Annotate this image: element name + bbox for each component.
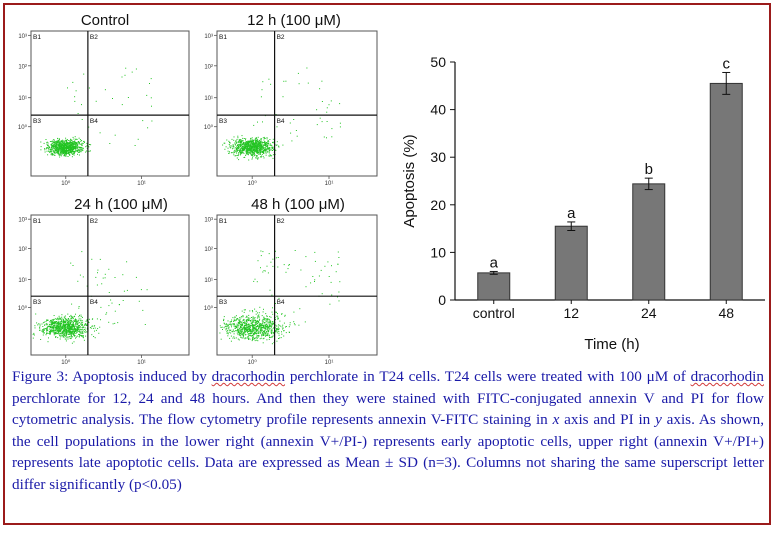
flow-y-tick-label: 10¹ xyxy=(18,278,27,284)
flow-x-tick-label: 10⁰ xyxy=(61,180,71,187)
flow-y-tick-label: 10⁰ xyxy=(204,124,214,131)
flow-y-tick-label: 10⁰ xyxy=(204,305,214,312)
flow-y-tick-label: 10³ xyxy=(204,218,213,224)
flow-y-tick-label: 10³ xyxy=(204,34,213,40)
bar-24 xyxy=(632,183,666,301)
quadrant-label-b1: B1 xyxy=(33,218,41,225)
flow-y-tick-label: 10⁰ xyxy=(18,124,28,131)
flow-dots xyxy=(40,67,153,158)
flow-y-tick-label: 10¹ xyxy=(204,278,213,284)
flow-dots xyxy=(219,250,341,345)
flow-x-tick-label: 10¹ xyxy=(137,360,146,366)
caption-x: x xyxy=(552,411,560,428)
significance-letter-control: a xyxy=(490,254,499,271)
quadrant-label-b4: B4 xyxy=(277,299,285,306)
quadrant-label-b1: B1 xyxy=(219,34,227,41)
quadrant-label-b3: B3 xyxy=(33,299,41,306)
flow-y-tick-label: 10² xyxy=(204,64,213,70)
flow-y-tick-label: 10³ xyxy=(18,218,27,224)
caption-y: y xyxy=(655,411,662,428)
significance-letter-12: a xyxy=(567,205,576,222)
y-tick-label: 50 xyxy=(430,54,446,70)
y-tick-label: 20 xyxy=(430,197,446,213)
y-tick-label: 30 xyxy=(430,149,446,165)
bar-12 xyxy=(554,225,588,301)
quadrant-label-b3: B3 xyxy=(219,299,227,306)
flow-plot-area xyxy=(30,214,190,356)
x-tick-label-12: 12 xyxy=(563,305,579,321)
flow-x-tick-label: 10⁰ xyxy=(248,359,258,366)
caption-part: axis. As shown, the cell populations in … xyxy=(12,411,765,493)
flow-panel-1: 10³ 10² 10¹ 10⁰ 10⁰ 10¹ B1 B2 B3 B4 xyxy=(204,30,378,187)
caption-part: Figure 3: Apoptosis induced by xyxy=(12,368,212,385)
quadrant-label-b2: B2 xyxy=(90,34,98,41)
flow-y-tick-label: 10² xyxy=(18,247,27,253)
y-tick-label: 0 xyxy=(438,292,446,308)
quadrant-label-b2: B2 xyxy=(277,34,285,41)
flow-dots xyxy=(222,67,341,161)
panel-title-24h: 24 h (100 μM) xyxy=(74,196,168,213)
x-tick-label-48: 48 xyxy=(718,305,734,321)
flow-panel-2: 10³ 10² 10¹ 10⁰ 10⁰ 10¹ B1 B2 B3 B4 xyxy=(18,214,190,366)
flow-x-tick-label: 10¹ xyxy=(325,181,334,187)
panel-title-48h: 48 h (100 μM) xyxy=(251,196,345,213)
caption-part: axis and PI in xyxy=(559,411,656,428)
panel-title-control: Control xyxy=(80,12,130,29)
figure-caption: Figure 3: Apoptosis induced by dracorhod… xyxy=(12,366,764,495)
x-tick-label-24: 24 xyxy=(641,305,657,321)
flow-plot-area xyxy=(216,30,378,177)
flow-panel-3: 10³ 10² 10¹ 10⁰ 10⁰ 10¹ B1 B2 B3 B4 xyxy=(204,214,378,366)
quadrant-label-b4: B4 xyxy=(277,118,285,125)
caption-part: perchlorate for 12, 24 and 48 hours. And… xyxy=(12,389,764,429)
flow-y-tick-label: 10⁰ xyxy=(18,305,28,312)
quadrant-label-b2: B2 xyxy=(90,218,98,225)
x-tick-label-control: control xyxy=(473,305,515,321)
flow-plot-area xyxy=(216,214,378,356)
y-tick-label: 40 xyxy=(430,102,446,118)
y-tick-label: 10 xyxy=(430,244,446,260)
panel-title-12h: 12 h (100 μM) xyxy=(247,12,341,29)
flow-x-tick-label: 10⁰ xyxy=(61,359,71,366)
caption-compound: dracorhodin xyxy=(211,368,286,385)
quadrant-label-b4: B4 xyxy=(90,299,98,306)
quadrant-label-b1: B1 xyxy=(219,218,227,225)
flow-y-tick-label: 10³ xyxy=(18,34,27,40)
bar-48 xyxy=(709,82,743,301)
caption-part: perchlorate in T24 cells. T24 cells were… xyxy=(285,368,691,385)
quadrant-label-b3: B3 xyxy=(219,118,227,125)
flow-y-tick-label: 10² xyxy=(18,64,27,70)
x-axis-title: Time (h) xyxy=(584,336,639,353)
quadrant-label-b3: B3 xyxy=(33,118,41,125)
y-axis-title: Apoptosis (%) xyxy=(401,134,418,227)
flow-panel-0: 10³ 10² 10¹ 10⁰ 10⁰ 10¹ B1 B2 B3 B4 xyxy=(18,30,190,187)
significance-letter-48: c xyxy=(723,55,731,72)
flow-x-tick-label: 10¹ xyxy=(325,360,334,366)
flow-y-tick-label: 10¹ xyxy=(18,96,27,102)
caption-compound: dracorhodin xyxy=(690,368,764,385)
quadrant-label-b1: B1 xyxy=(33,34,41,41)
flow-x-tick-label: 10⁰ xyxy=(248,180,258,187)
significance-letter-24: b xyxy=(645,161,653,178)
flow-y-tick-label: 10¹ xyxy=(204,96,213,102)
quadrant-label-b4: B4 xyxy=(90,118,98,125)
bar-control xyxy=(477,272,511,301)
flow-y-tick-label: 10² xyxy=(204,247,213,253)
flow-x-tick-label: 10¹ xyxy=(137,181,146,187)
quadrant-label-b2: B2 xyxy=(277,218,285,225)
